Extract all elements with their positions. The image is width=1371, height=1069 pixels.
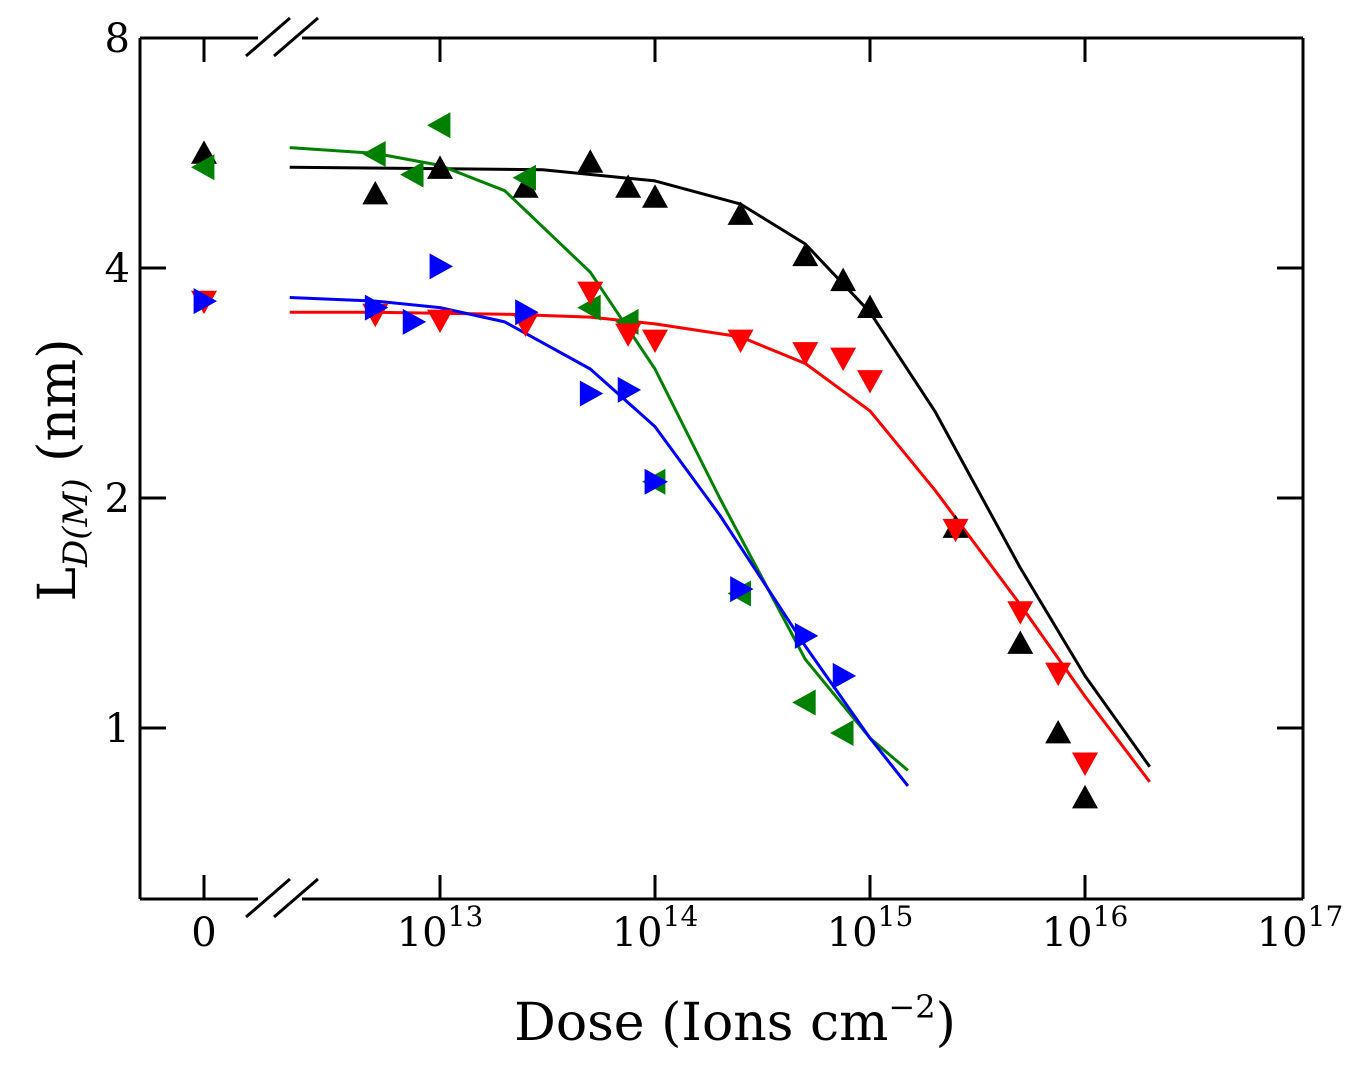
axes-frame xyxy=(138,16,1305,919)
point-blue-right-triangle-10 xyxy=(832,662,857,689)
point-green-left-triangle-9 xyxy=(792,689,816,716)
point-red-down-triangle-7 xyxy=(727,329,754,353)
point-black-up-triangle-5 xyxy=(615,174,642,198)
point-black-up-triangle-9 xyxy=(830,267,857,292)
point-red-down-triangle-5 xyxy=(615,323,642,347)
point-green-left-triangle-4 xyxy=(512,164,536,191)
point-red-down-triangle-14 xyxy=(1072,752,1098,776)
point-red-down-triangle-10 xyxy=(857,370,883,394)
x-tick-label-3: 1015 xyxy=(827,900,914,956)
y-tick-label-3: 8 xyxy=(105,16,130,62)
y-tick-label-1: 2 xyxy=(105,476,130,522)
x-tick-label-0: 0 xyxy=(191,910,216,956)
point-red-down-triangle-8 xyxy=(792,342,819,366)
x-axis-title: Dose (Ions cm−2) xyxy=(514,988,956,1053)
point-red-down-triangle-2 xyxy=(427,309,453,333)
point-blue-right-triangle-1 xyxy=(364,294,389,321)
x-tick-label-1: 1013 xyxy=(397,900,484,956)
axis-break-mark-bottom-2 xyxy=(273,877,319,919)
x-tick-label-4: 1016 xyxy=(1042,900,1129,956)
y-tick-label-0: 1 xyxy=(105,706,130,752)
point-green-left-triangle-5 xyxy=(577,294,601,321)
point-red-down-triangle-11 xyxy=(942,518,969,543)
point-black-up-triangle-12 xyxy=(1007,630,1034,654)
tick-labels: 0 1013 1014 1015 1016 1017 1 2 4 8 xyxy=(105,16,1344,956)
point-green-left-triangle-2 xyxy=(400,161,424,188)
point-black-up-triangle-10 xyxy=(857,294,883,319)
axis-break-mark-top-2 xyxy=(273,16,319,58)
x-tick-label-5: 1017 xyxy=(1257,900,1344,956)
x-tick-label-2: 1014 xyxy=(612,900,699,956)
point-black-up-triangle-14 xyxy=(1072,784,1098,809)
point-blue-right-triangle-2 xyxy=(402,308,427,335)
point-blue-right-triangle-6 xyxy=(617,376,642,403)
point-blue-right-triangle-5 xyxy=(579,380,604,407)
plot-area xyxy=(140,38,1303,899)
point-blue-right-triangle-9 xyxy=(794,622,819,649)
point-blue-right-triangle-7 xyxy=(644,468,668,495)
ticks xyxy=(140,38,1303,899)
point-green-left-triangle-1 xyxy=(362,140,386,167)
point-black-up-triangle-7 xyxy=(727,201,754,225)
point-black-up-triangle-6 xyxy=(642,184,668,208)
point-red-down-triangle-12 xyxy=(1007,601,1034,625)
point-black-up-triangle-13 xyxy=(1045,720,1072,744)
point-blue-right-triangle-8 xyxy=(730,576,754,603)
axis-break-mark-bottom-1 xyxy=(245,877,291,919)
fit-line-red-down-triangle xyxy=(289,310,1151,783)
point-black-up-triangle-1 xyxy=(362,180,389,205)
point-red-down-triangle-4 xyxy=(577,281,604,306)
point-green-left-triangle-0 xyxy=(191,154,215,181)
point-black-up-triangle-8 xyxy=(792,242,819,267)
point-black-up-triangle-2 xyxy=(427,155,453,179)
point-green-left-triangle-3 xyxy=(427,112,451,139)
plot-background xyxy=(140,38,1303,899)
axis-break-mark-top-1 xyxy=(245,16,291,58)
point-red-down-triangle-9 xyxy=(830,347,857,371)
point-blue-right-triangle-0 xyxy=(193,288,217,315)
y-axis-title: LD(M) (nm) xyxy=(28,338,96,601)
point-green-left-triangle-10 xyxy=(830,720,854,747)
point-red-down-triangle-6 xyxy=(642,329,668,353)
data-markers xyxy=(191,112,1098,809)
point-black-up-triangle-4 xyxy=(577,149,604,173)
point-blue-right-triangle-3 xyxy=(429,253,453,280)
point-black-up-triangle-3 xyxy=(512,174,539,198)
y-tick-label-2: 4 xyxy=(105,246,130,292)
point-red-down-triangle-13 xyxy=(1045,662,1072,687)
point-blue-right-triangle-4 xyxy=(515,299,539,326)
